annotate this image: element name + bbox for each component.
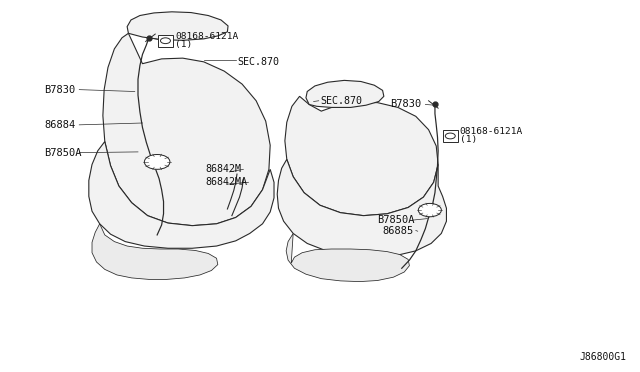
Polygon shape bbox=[89, 141, 274, 248]
Polygon shape bbox=[103, 33, 270, 226]
FancyBboxPatch shape bbox=[443, 130, 458, 142]
Text: J86800G1: J86800G1 bbox=[580, 352, 627, 362]
Text: SEC.870: SEC.870 bbox=[237, 57, 279, 67]
Text: 08168-6121A: 08168-6121A bbox=[460, 127, 523, 136]
Text: SEC.870: SEC.870 bbox=[320, 96, 362, 106]
Polygon shape bbox=[277, 159, 447, 257]
Text: B7850A: B7850A bbox=[44, 148, 82, 158]
Text: (1): (1) bbox=[175, 40, 192, 49]
Text: 86885: 86885 bbox=[383, 226, 414, 236]
Text: 08168-6121A: 08168-6121A bbox=[175, 32, 238, 41]
Circle shape bbox=[145, 154, 170, 169]
Polygon shape bbox=[306, 80, 384, 108]
Polygon shape bbox=[92, 224, 218, 279]
Polygon shape bbox=[285, 96, 438, 216]
Text: 86884: 86884 bbox=[44, 120, 76, 130]
Circle shape bbox=[419, 203, 442, 217]
Text: B7850A: B7850A bbox=[378, 215, 415, 225]
Text: B7830: B7830 bbox=[44, 85, 76, 94]
FancyBboxPatch shape bbox=[158, 35, 173, 46]
Text: B7830: B7830 bbox=[390, 99, 422, 109]
Polygon shape bbox=[127, 12, 228, 40]
Text: 86842MA: 86842MA bbox=[205, 177, 247, 187]
Text: 86842M: 86842M bbox=[205, 164, 241, 174]
Text: (1): (1) bbox=[460, 135, 477, 144]
Polygon shape bbox=[286, 234, 410, 282]
